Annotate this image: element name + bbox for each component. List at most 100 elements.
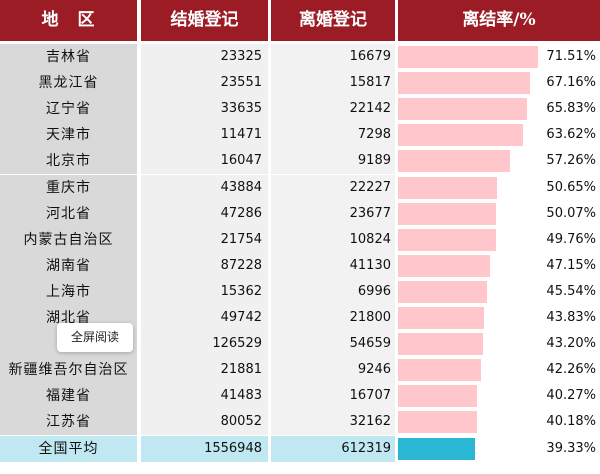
rate-value: 63.62% bbox=[546, 127, 596, 143]
cell-divorce: 15817 bbox=[271, 70, 395, 97]
table-row: 河北省 47286 23677 50.07% bbox=[0, 200, 600, 227]
rate-bar bbox=[398, 150, 510, 173]
cell-rate: 42.26% bbox=[398, 357, 600, 384]
rate-value: 67.16% bbox=[546, 75, 596, 91]
cell-marriage: 15362 bbox=[141, 278, 268, 305]
rate-value: 65.83% bbox=[546, 101, 596, 117]
rate-bar bbox=[398, 437, 475, 460]
cell-region: 全国平均 bbox=[0, 435, 137, 462]
cell-rate: 57.26% bbox=[398, 148, 600, 175]
rate-bar bbox=[398, 98, 527, 121]
cell-rate: 71.51% bbox=[398, 44, 600, 70]
cell-region: 黑龙江省 bbox=[0, 70, 137, 97]
header-region: 地 区 bbox=[0, 0, 137, 41]
header-divorce: 离婚登记 bbox=[271, 0, 395, 41]
cell-divorce: 9189 bbox=[271, 148, 395, 175]
cell-rate: 40.18% bbox=[398, 409, 600, 436]
rate-bar bbox=[398, 176, 497, 199]
cell-marriage: 41483 bbox=[141, 383, 268, 410]
cell-rate: 40.27% bbox=[398, 383, 600, 410]
rate-bar bbox=[398, 359, 481, 382]
cell-region: 天津市 bbox=[0, 122, 137, 149]
cell-region: 河北省 bbox=[0, 200, 137, 227]
cell-marriage: 11471 bbox=[141, 122, 268, 149]
cell-marriage: 47286 bbox=[141, 200, 268, 227]
cell-region: 吉林省 bbox=[0, 44, 137, 70]
table-row-national-average: 全国平均 1556948 612319 39.33% bbox=[0, 435, 600, 462]
cell-divorce: 41130 bbox=[271, 252, 395, 279]
table-row: 福建省 41483 16707 40.27% bbox=[0, 383, 600, 410]
table-row: 湖北省 49742 21800 43.83% bbox=[0, 305, 600, 331]
rate-value: 40.27% bbox=[546, 388, 596, 404]
table-row: 新疆维吾尔自治区 21881 9246 42.26% bbox=[0, 357, 600, 384]
cell-rate: 63.62% bbox=[398, 122, 600, 149]
cell-region: 湖南省 bbox=[0, 252, 137, 279]
table-row: 湖南省 87228 41130 47.15% bbox=[0, 252, 600, 279]
rate-bar bbox=[398, 228, 496, 251]
cell-divorce: 22227 bbox=[271, 174, 395, 201]
header-rate: 离结率/% bbox=[398, 0, 600, 41]
cell-divorce: 7298 bbox=[271, 122, 395, 149]
cell-rate: 47.15% bbox=[398, 252, 600, 279]
cell-divorce: 6996 bbox=[271, 278, 395, 305]
cell-region: 上海市 bbox=[0, 278, 137, 305]
cell-divorce: 16707 bbox=[271, 383, 395, 410]
cell-marriage: 21881 bbox=[141, 357, 268, 384]
cell-marriage: 49742 bbox=[141, 305, 268, 331]
table-header: 地 区 结婚登记 离婚登记 离结率/% bbox=[0, 0, 600, 41]
cell-divorce: 32162 bbox=[271, 409, 395, 436]
cell-divorce: 16679 bbox=[271, 44, 395, 70]
table-row: 北京市 16047 9189 57.26% bbox=[0, 148, 600, 175]
cell-region: 福建省 bbox=[0, 383, 137, 410]
cell-divorce: 10824 bbox=[271, 226, 395, 253]
rate-value: 42.26% bbox=[546, 362, 596, 378]
rate-value: 47.15% bbox=[546, 257, 596, 273]
table-row: 辽宁省 33635 22142 65.83% bbox=[0, 96, 600, 123]
cell-region: 新疆维吾尔自治区 bbox=[0, 357, 137, 384]
rate-bar bbox=[398, 254, 490, 277]
cell-marriage: 80052 bbox=[141, 409, 268, 436]
cell-marriage: 126529 bbox=[141, 331, 268, 358]
cell-region: 重庆市 bbox=[0, 174, 137, 201]
table-row: 重庆市 43884 22227 50.65% bbox=[0, 174, 600, 201]
rate-bar bbox=[398, 385, 477, 408]
rate-value: 71.51% bbox=[546, 49, 596, 64]
rate-value: 57.26% bbox=[546, 153, 596, 169]
rate-value: 40.18% bbox=[546, 414, 596, 430]
rate-value: 50.07% bbox=[546, 205, 596, 221]
cell-region: 江苏省 bbox=[0, 409, 137, 436]
cell-region: 北京市 bbox=[0, 148, 137, 175]
rate-bar bbox=[398, 202, 496, 225]
cell-marriage: 21754 bbox=[141, 226, 268, 253]
cell-rate: 65.83% bbox=[398, 96, 600, 123]
rate-bar bbox=[398, 307, 484, 329]
cell-marriage: 23551 bbox=[141, 70, 268, 97]
cell-marriage: 33635 bbox=[141, 96, 268, 123]
cell-region: 辽宁省 bbox=[0, 96, 137, 123]
fullscreen-read-button[interactable]: 全屏阅读 bbox=[57, 323, 133, 352]
cell-rate: 43.83% bbox=[398, 305, 600, 331]
cell-marriage: 23325 bbox=[141, 44, 268, 70]
cell-rate: 50.07% bbox=[398, 200, 600, 227]
cell-marriage: 87228 bbox=[141, 252, 268, 279]
header-marriage: 结婚登记 bbox=[141, 0, 268, 41]
cell-divorce: 612319 bbox=[271, 435, 395, 462]
rate-bar bbox=[398, 72, 530, 95]
cell-marriage: 1556948 bbox=[141, 435, 268, 462]
cell-rate: 49.76% bbox=[398, 226, 600, 253]
cell-divorce: 23677 bbox=[271, 200, 395, 227]
table-row: 内蒙古自治区 21754 10824 49.76% bbox=[0, 226, 600, 253]
rate-value: 45.54% bbox=[546, 283, 596, 299]
cell-rate: 67.16% bbox=[398, 70, 600, 97]
cell-region: 内蒙古自治区 bbox=[0, 226, 137, 253]
table-row: 吉林省 23325 16679 71.51% bbox=[0, 44, 600, 70]
rate-value: 43.20% bbox=[546, 336, 596, 352]
table-row: 黑龙江省 23551 15817 67.16% bbox=[0, 70, 600, 97]
table-row: 天津市 11471 7298 63.62% bbox=[0, 122, 600, 149]
table-row: 上海市 15362 6996 45.54% bbox=[0, 278, 600, 305]
rate-value: 43.83% bbox=[546, 310, 596, 325]
rate-value: 50.65% bbox=[546, 179, 596, 195]
table-row: 江苏省 80052 32162 40.18% bbox=[0, 409, 600, 436]
cell-divorce: 9246 bbox=[271, 357, 395, 384]
cell-rate: 50.65% bbox=[398, 174, 600, 201]
